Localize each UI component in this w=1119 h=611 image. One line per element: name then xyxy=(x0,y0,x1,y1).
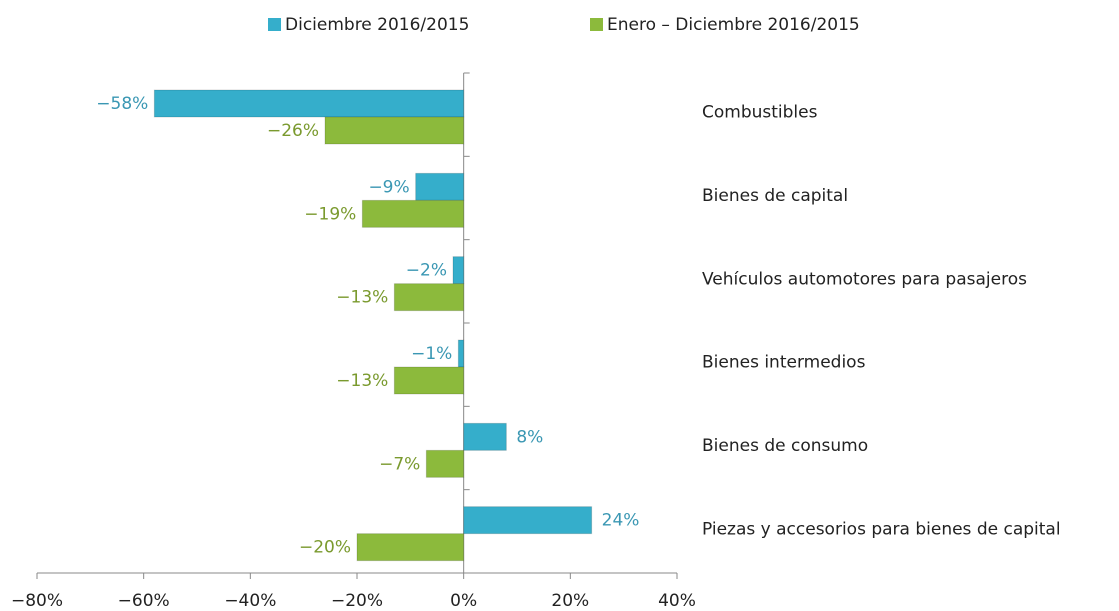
value-label: −13% xyxy=(336,288,388,308)
x-tick-label: 0% xyxy=(450,591,477,611)
category-label: Combustibles xyxy=(702,103,818,123)
x-tick-label: −80% xyxy=(11,591,63,611)
legend-swatch xyxy=(590,18,603,31)
bar xyxy=(356,533,465,562)
value-label: 24% xyxy=(602,511,640,531)
x-tick-label: 20% xyxy=(551,591,589,611)
value-label: −2% xyxy=(406,261,447,281)
category-label: Bienes intermedios xyxy=(702,353,866,373)
bar xyxy=(457,339,465,368)
bar xyxy=(324,116,465,145)
bar xyxy=(153,89,465,118)
value-label: −26% xyxy=(267,121,319,141)
value-label: −20% xyxy=(299,538,351,558)
bar xyxy=(463,506,593,535)
category-label: Vehículos automotores para pasajeros xyxy=(702,269,1027,289)
x-tick-label: 40% xyxy=(658,591,696,611)
value-label: −7% xyxy=(379,454,420,474)
value-label: −1% xyxy=(411,344,452,364)
x-tick-label: −20% xyxy=(331,591,383,611)
legend-swatch xyxy=(268,18,281,31)
bar xyxy=(361,199,465,228)
bar xyxy=(425,449,465,478)
legend-label: Diciembre 2016/2015 xyxy=(285,15,469,35)
bar xyxy=(393,366,465,395)
x-tick-label: −60% xyxy=(118,591,170,611)
bar xyxy=(393,283,465,312)
bar xyxy=(452,256,465,285)
value-label: 8% xyxy=(516,427,543,447)
category-label: Bienes de capital xyxy=(702,186,848,206)
value-label: −13% xyxy=(336,371,388,391)
bar xyxy=(415,172,465,201)
value-label: −19% xyxy=(304,204,356,224)
category-label: Piezas y accesorios para bienes de capit… xyxy=(702,519,1061,539)
value-label: −58% xyxy=(96,94,148,114)
value-label: −9% xyxy=(368,177,409,197)
category-label: Bienes de consumo xyxy=(702,436,868,456)
x-tick-label: −40% xyxy=(224,591,276,611)
bar xyxy=(463,422,507,451)
legend-label: Enero – Diciembre 2016/2015 xyxy=(607,15,860,35)
